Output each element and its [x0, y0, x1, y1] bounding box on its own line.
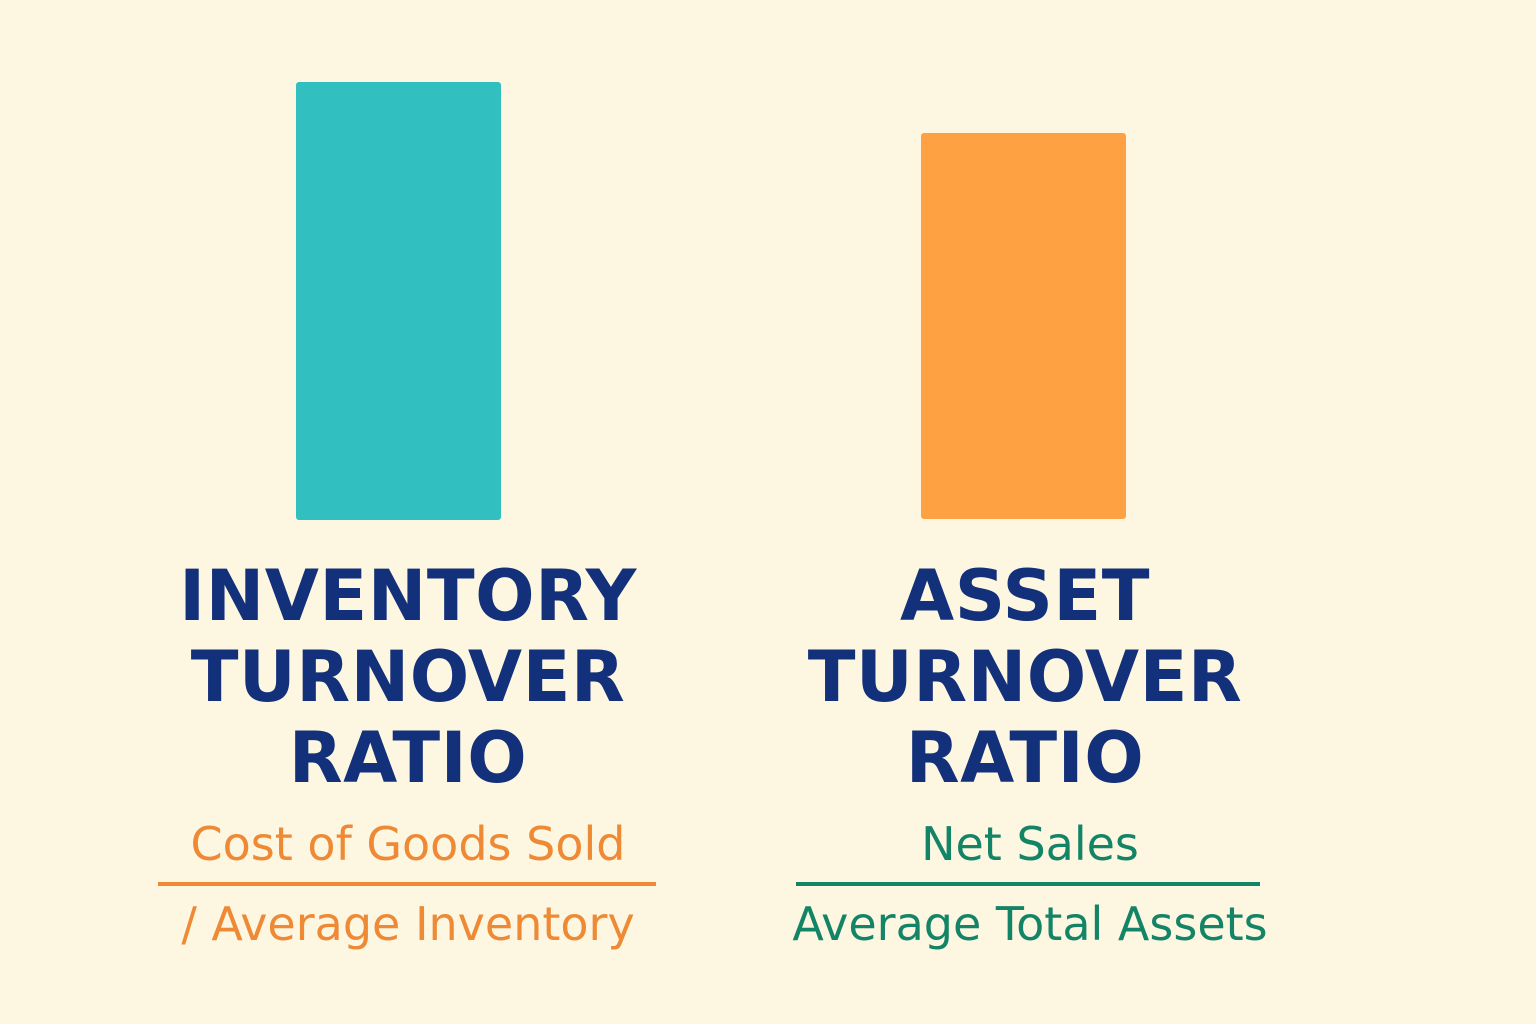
inventory-numerator: Cost of Goods Sold [190, 817, 626, 871]
asset-fraction-line [796, 882, 1260, 886]
inventory-bar [296, 82, 501, 520]
inventory-title-line-1: INVENTORY [179, 555, 637, 637]
asset-title-line-3: RATIO [905, 717, 1145, 799]
asset-title-line-1: ASSET [900, 555, 1150, 637]
inventory-title-line-2: TURNOVER [190, 636, 626, 718]
inventory-fraction-line [158, 882, 656, 886]
inventory-denominator: / Average Inventory [181, 897, 635, 951]
asset-bar [921, 133, 1126, 519]
asset-title-line-2: TURNOVER [807, 636, 1243, 718]
inventory-title-line-3: RATIO [288, 717, 528, 799]
inventory-title: INVENTORY TURNOVER RATIO [158, 556, 658, 799]
asset-numerator: Net Sales [921, 817, 1139, 871]
asset-title: ASSET TURNOVER RATIO [775, 556, 1275, 799]
asset-denominator: Average Total Assets [792, 897, 1268, 951]
